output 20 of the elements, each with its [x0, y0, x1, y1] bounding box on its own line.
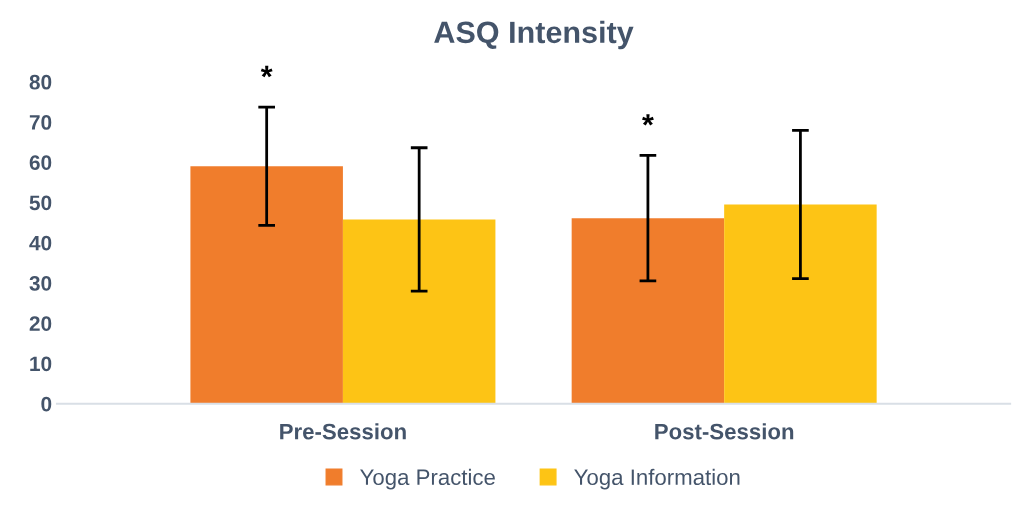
y-tick-label: 80 [29, 74, 52, 90]
y-tick-label: 50 [29, 195, 52, 211]
y-tick-label: 20 [29, 316, 52, 331]
x-tick-label: Post-Session [655, 423, 794, 440]
legend-label: Yoga Information [574, 468, 740, 490]
y-tick-label: 30 [29, 275, 52, 291]
legend-label: Yoga Practice [360, 468, 495, 490]
chart-title: ASQ Intensity [434, 20, 634, 50]
bar [571, 218, 725, 404]
bar [342, 219, 496, 404]
y-tick-label: 0 [41, 396, 52, 412]
text: * [260, 65, 273, 78]
x-tick-label: Pre-Session [280, 423, 406, 440]
bar [724, 204, 877, 404]
y-tick-label: 70 [29, 115, 52, 130]
y-tick-label: 40 [29, 235, 52, 251]
y-tick-label: 60 [29, 155, 52, 170]
y-tick-label: 10 [30, 356, 52, 372]
annotation: * [642, 114, 654, 126]
bar [190, 166, 343, 404]
